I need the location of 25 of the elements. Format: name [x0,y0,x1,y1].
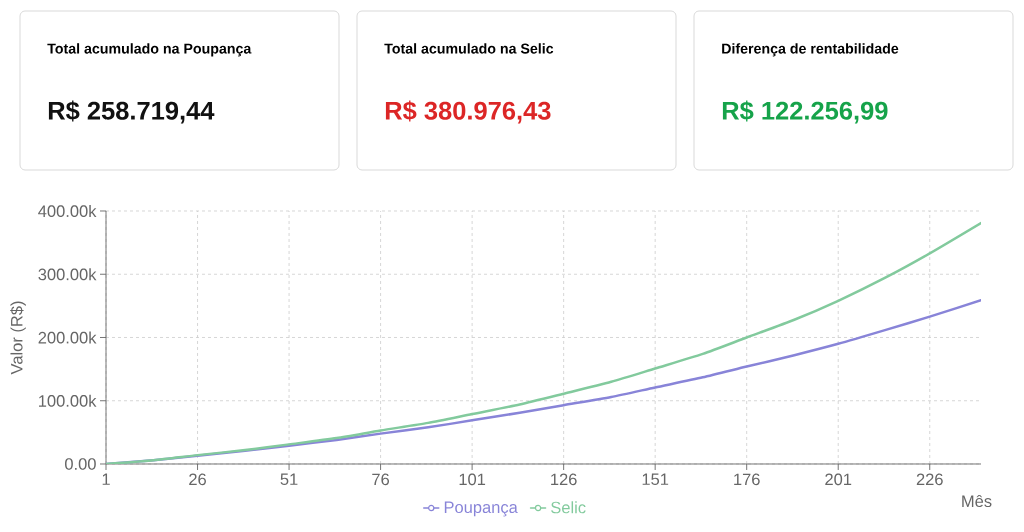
x-tick-label: 226 [916,473,943,486]
y-tick-label: 100.00k [39,394,97,407]
text: Diferença de rentabilidade [722,43,899,57]
y-tick-label: 0.00 [65,458,96,470]
x-axis-title: Mês [962,494,992,508]
x-tick-label: 51 [280,473,298,486]
x-tick-label: 151 [642,473,669,486]
y-tick-label: 400.00k [38,204,97,218]
x-tick-label: 76 [372,473,390,486]
y-tick-label: 300.00k [38,268,97,281]
x-tick-label: 126 [551,473,577,486]
x-tick-label: 201 [825,473,852,486]
text: R$ 122.256,99 [722,100,888,124]
legend-label: Selic [551,501,586,514]
x-tick-label: 101 [459,473,486,486]
x-tick-label: 176 [734,473,760,486]
legend-label: Poupança [444,501,518,517]
text: R$ 258.719,44 [48,100,215,124]
x-tick-label: 26 [189,473,206,486]
y-tick-label: 200.00k [38,331,97,344]
x-tick-label: 1 [102,473,110,485]
text: Total acumulado na Selic [384,43,554,54]
text: R$ 380.976,43 [385,100,551,124]
y-axis-title: Valor (R$) [10,301,26,375]
text: Total acumulado na Poupança [47,43,252,57]
